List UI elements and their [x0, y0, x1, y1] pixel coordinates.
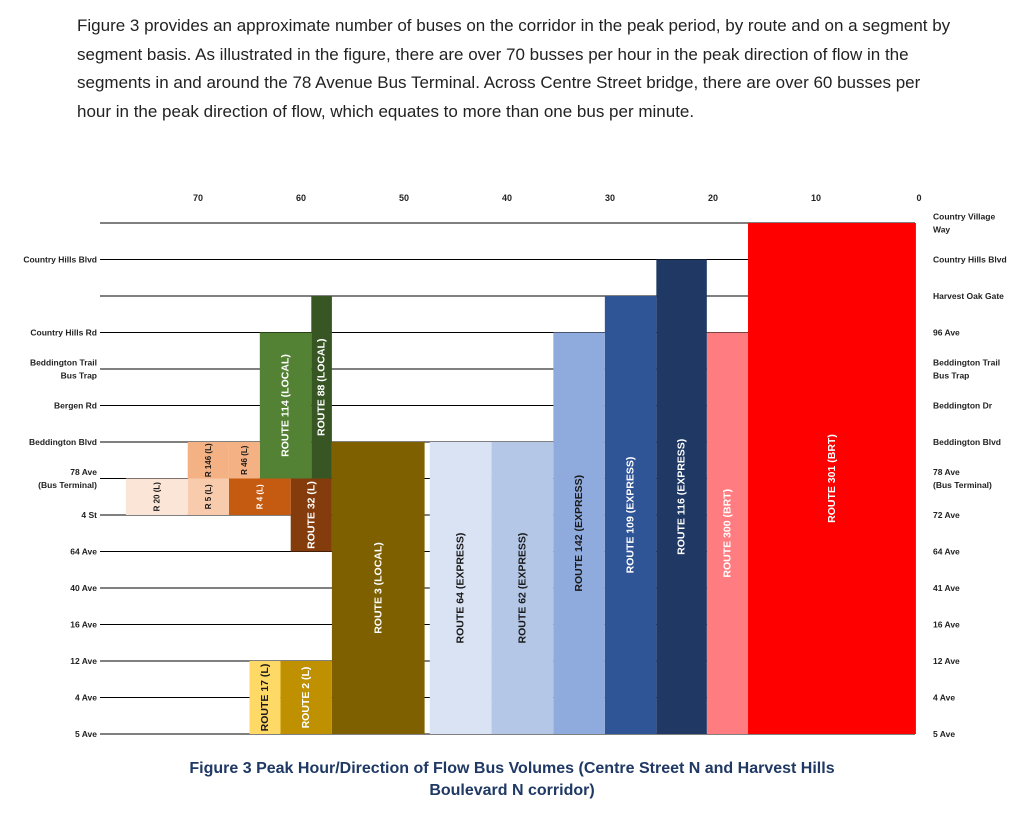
route-bar-fill	[656, 259, 707, 734]
street-label: 78 Ave (Bus Terminal)	[38, 467, 97, 490]
route-bar-fill	[280, 661, 332, 734]
x-tick-label: 20	[708, 193, 718, 203]
street-label: 40 Ave	[70, 583, 97, 593]
route-bar-fill	[187, 442, 229, 479]
street-label: 72 Ave	[933, 510, 960, 520]
street-label: 16 Ave	[70, 620, 97, 630]
x-tick-label: 10	[811, 193, 821, 203]
street-label: 5 Ave	[933, 729, 955, 739]
street-label: Country Hills Rd	[30, 328, 97, 338]
street-label: 16 Ave	[933, 620, 960, 630]
route-bar: ROUTE 17 (L)	[249, 661, 281, 734]
route-bar: ROUTE 109 (EXPRESS)	[604, 296, 657, 734]
street-label: 4 Ave	[933, 693, 955, 703]
route-bar: R 4 (L)	[228, 478, 291, 515]
x-tick-label: 60	[296, 193, 306, 203]
route-bar-fill	[604, 296, 657, 734]
street-label: Beddington Trail Bus Trap	[30, 358, 97, 381]
route-bar: R 5 (L)	[187, 478, 229, 515]
route-bar-fill	[259, 332, 312, 479]
route-label: ROUTE 301 (BRT)	[826, 434, 838, 523]
street-label: Beddington Dr	[933, 401, 993, 411]
route-bars: ROUTE 301 (BRT) ROUTE 300 (BRT) ROUTE 116 …	[125, 223, 916, 734]
route-bar: ROUTE 116 (EXPRESS)	[656, 259, 707, 734]
street-label: Beddington Blvd	[933, 437, 1001, 447]
x-tick-label: 0	[916, 193, 921, 203]
route-label: ROUTE 64 (EXPRESS)	[455, 533, 467, 644]
street-label: Harvest Oak Gate	[933, 291, 1004, 301]
route-bar-fill	[491, 442, 554, 734]
figure-caption: Figure 3 Peak Hour/Direction of Flow Bus…	[0, 758, 1024, 802]
route-bar: R 46 (L)	[228, 442, 260, 479]
route-bar-fill	[706, 332, 749, 734]
street-label: 4 Ave	[75, 693, 97, 703]
street-label: Beddington Blvd	[29, 437, 97, 447]
route-bar: ROUTE 301 (BRT)	[748, 223, 916, 734]
street-label: Beddington Trail Bus Trap	[933, 358, 1000, 381]
route-bar-fill	[187, 478, 229, 515]
route-label: R 46 (L)	[240, 445, 249, 475]
caption-line-2: Boulevard N corridor)	[429, 782, 595, 799]
caption-line-1: Figure 3 Peak Hour/Direction of Flow Bus…	[189, 760, 835, 777]
x-tick-label: 30	[605, 193, 615, 203]
street-label: 41 Ave	[933, 583, 960, 593]
route-label: ROUTE 114 (LOCAL)	[280, 354, 292, 457]
x-tick-label: 40	[502, 193, 512, 203]
route-label: R 20 (L)	[152, 482, 161, 512]
route-label: R 5 (L)	[204, 484, 213, 509]
route-bar-fill	[228, 478, 291, 515]
street-label: 64 Ave	[70, 547, 97, 557]
street-label: 12 Ave	[70, 656, 97, 666]
route-label: ROUTE 142 (EXPRESS)	[573, 475, 585, 592]
route-bar-fill	[331, 442, 425, 734]
route-label: ROUTE 300 (BRT)	[721, 489, 733, 578]
route-label: ROUTE 88 (LOCAL)	[316, 339, 328, 436]
street-label: Bergen Rd	[54, 401, 97, 411]
route-label: ROUTE 116 (EXPRESS)	[676, 439, 688, 555]
street-label: 78 Ave (Bus Terminal)	[933, 467, 992, 490]
route-bar: ROUTE 62 (EXPRESS)	[491, 442, 554, 734]
street-label: Country Village Way	[933, 212, 995, 235]
route-bar-fill	[290, 478, 332, 552]
route-bar-fill	[311, 296, 332, 479]
street-label: 5 Ave	[75, 729, 97, 739]
route-bar: R 146 (L)	[187, 442, 229, 479]
route-label: ROUTE 2 (L)	[300, 667, 312, 729]
right-street-labels: Country Village Way Country Hills Blvd Harv…	[933, 212, 1007, 740]
x-axis-ticks: 70 60 50 40 30 20 10 0	[193, 193, 922, 203]
route-label: ROUTE 3 (LOCAL)	[372, 542, 384, 634]
route-bar-fill	[429, 442, 492, 734]
left-street-labels: Country Hills Blvd Country Hills Rd Beddin…	[23, 255, 97, 740]
street-label: 96 Ave	[933, 328, 960, 338]
route-label: ROUTE 62 (EXPRESS)	[516, 533, 528, 644]
street-label: 64 Ave	[933, 547, 960, 557]
route-bar-fill	[748, 223, 916, 734]
x-tick-label: 70	[193, 193, 203, 203]
route-bar: ROUTE 300 (BRT)	[706, 332, 749, 734]
route-bar-fill	[249, 661, 281, 734]
street-label: 4 St	[81, 510, 97, 520]
route-bar: ROUTE 142 (EXPRESS)	[553, 332, 605, 734]
route-bar: ROUTE 2 (L)	[280, 661, 332, 734]
street-label: Country Hills Blvd	[23, 255, 97, 265]
intro-paragraph: Figure 3 provides an approximate number …	[77, 16, 951, 121]
route-bar-fill	[553, 332, 605, 734]
route-bar-fill	[125, 478, 188, 515]
route-label: R 4 (L)	[255, 484, 264, 509]
route-label: R 146 (L)	[204, 443, 213, 477]
route-bar: ROUTE 32 (L)	[290, 478, 332, 552]
route-label: ROUTE 17 (L)	[259, 664, 271, 732]
route-bar: ROUTE 88 (LOCAL)	[311, 296, 332, 479]
street-label: 12 Ave	[933, 656, 960, 666]
route-label: ROUTE 32 (L)	[305, 481, 317, 549]
route-bar: R 20 (L)	[125, 478, 188, 515]
route-bar: ROUTE 3 (LOCAL)	[331, 442, 425, 734]
route-bar: ROUTE 114 (LOCAL)	[259, 332, 312, 479]
street-label: Country Hills Blvd	[933, 255, 1007, 265]
x-tick-label: 50	[399, 193, 409, 203]
route-bar: ROUTE 64 (EXPRESS)	[429, 442, 492, 734]
route-bar-fill	[228, 442, 260, 479]
route-label: ROUTE 109 (EXPRESS)	[625, 457, 637, 574]
